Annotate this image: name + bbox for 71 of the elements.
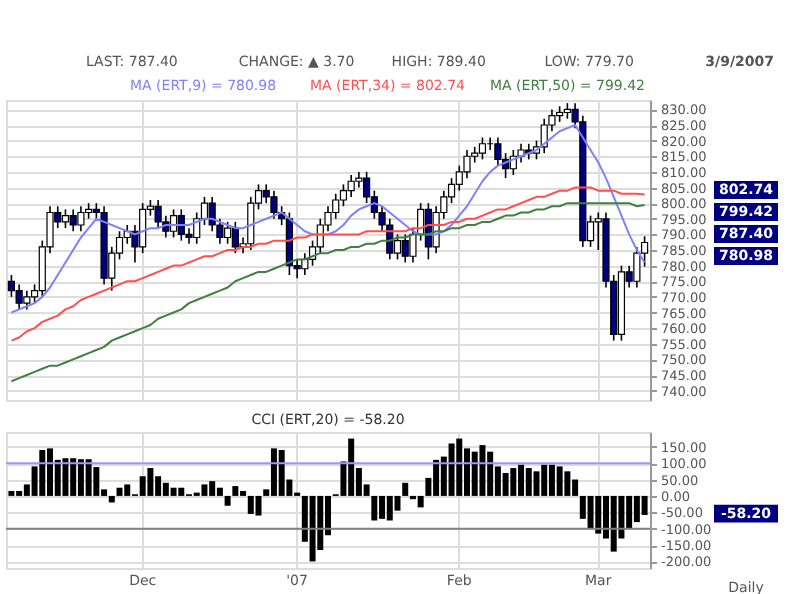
bar [39, 450, 46, 496]
bar [541, 464, 548, 496]
bar [162, 482, 169, 496]
candlestick [478, 136, 487, 161]
line-series [10, 186, 646, 342]
bar [240, 490, 247, 496]
bar [502, 472, 509, 496]
bar [170, 487, 177, 496]
bar [510, 468, 517, 496]
bar [62, 458, 69, 496]
bar [247, 495, 254, 514]
bar [108, 495, 115, 503]
bar [47, 448, 54, 496]
candlestick [23, 289, 31, 311]
bar [8, 490, 15, 496]
bar [641, 495, 648, 515]
bar [633, 495, 640, 523]
bar [16, 490, 23, 496]
bar [255, 495, 262, 516]
bar [70, 458, 77, 496]
bar [402, 482, 409, 496]
bar [518, 464, 525, 496]
bar [433, 459, 440, 496]
bar [216, 487, 223, 496]
candlestick [224, 221, 232, 245]
line-series [10, 202, 646, 383]
bar [93, 467, 100, 496]
bar [147, 468, 154, 496]
bar [471, 451, 478, 496]
bar [85, 459, 92, 496]
bar [456, 438, 463, 496]
bar [309, 495, 316, 562]
bar [487, 451, 494, 496]
candlestick [61, 208, 70, 229]
candlestick [77, 205, 85, 233]
bar [348, 438, 355, 496]
bar [533, 471, 540, 496]
bar [201, 484, 208, 496]
bar [278, 450, 285, 496]
bar [525, 468, 532, 496]
bar [270, 448, 277, 496]
bar [556, 466, 563, 496]
candlestick [270, 189, 278, 220]
candlestick [540, 117, 548, 154]
bar [116, 487, 123, 496]
bar [232, 486, 239, 496]
bar [371, 495, 378, 521]
candlestick [247, 196, 255, 251]
bar [610, 495, 617, 552]
bar [224, 495, 231, 506]
bar [386, 495, 393, 521]
bar [124, 484, 131, 496]
bar [417, 495, 424, 508]
bar [479, 445, 486, 496]
candlestick [231, 221, 239, 254]
bar [77, 459, 84, 496]
bar [139, 476, 146, 496]
bar [155, 476, 162, 496]
candlestick [401, 233, 409, 264]
candlestick [15, 283, 23, 311]
bar [178, 487, 185, 496]
bar [209, 481, 216, 496]
candlestick [347, 174, 355, 198]
bar [587, 495, 594, 529]
bar [564, 471, 571, 496]
bar [379, 495, 386, 519]
bar [572, 479, 579, 496]
bar [448, 443, 455, 496]
bar [595, 495, 602, 534]
candlestick [69, 208, 77, 233]
bar [548, 464, 555, 496]
